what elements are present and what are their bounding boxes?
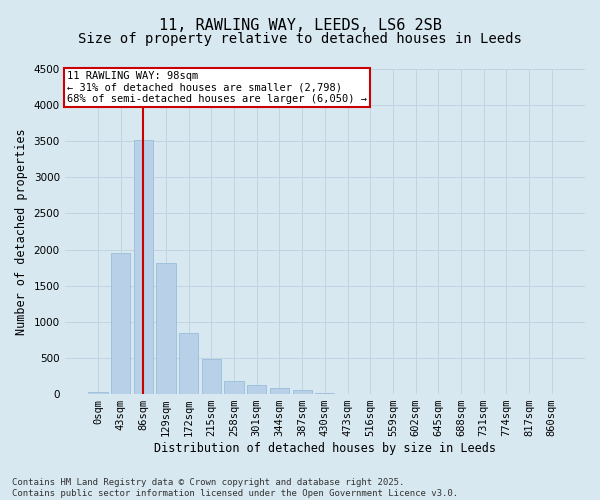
Bar	[179, 332, 199, 394]
Text: Contains HM Land Registry data © Crown copyright and database right 2025.
Contai: Contains HM Land Registry data © Crown c…	[12, 478, 458, 498]
Bar	[88, 392, 107, 394]
Bar	[315, 392, 334, 394]
Bar	[224, 382, 244, 394]
Bar	[202, 360, 221, 394]
Bar	[293, 390, 312, 394]
Y-axis label: Number of detached properties: Number of detached properties	[15, 128, 28, 335]
Text: 11, RAWLING WAY, LEEDS, LS6 2SB: 11, RAWLING WAY, LEEDS, LS6 2SB	[158, 18, 442, 32]
Text: 11 RAWLING WAY: 98sqm
← 31% of detached houses are smaller (2,798)
68% of semi-d: 11 RAWLING WAY: 98sqm ← 31% of detached …	[67, 70, 367, 104]
Bar	[134, 140, 153, 394]
X-axis label: Distribution of detached houses by size in Leeds: Distribution of detached houses by size …	[154, 442, 496, 455]
Bar	[157, 262, 176, 394]
Bar	[247, 386, 266, 394]
Bar	[111, 253, 130, 394]
Text: Size of property relative to detached houses in Leeds: Size of property relative to detached ho…	[78, 32, 522, 46]
Bar	[270, 388, 289, 394]
